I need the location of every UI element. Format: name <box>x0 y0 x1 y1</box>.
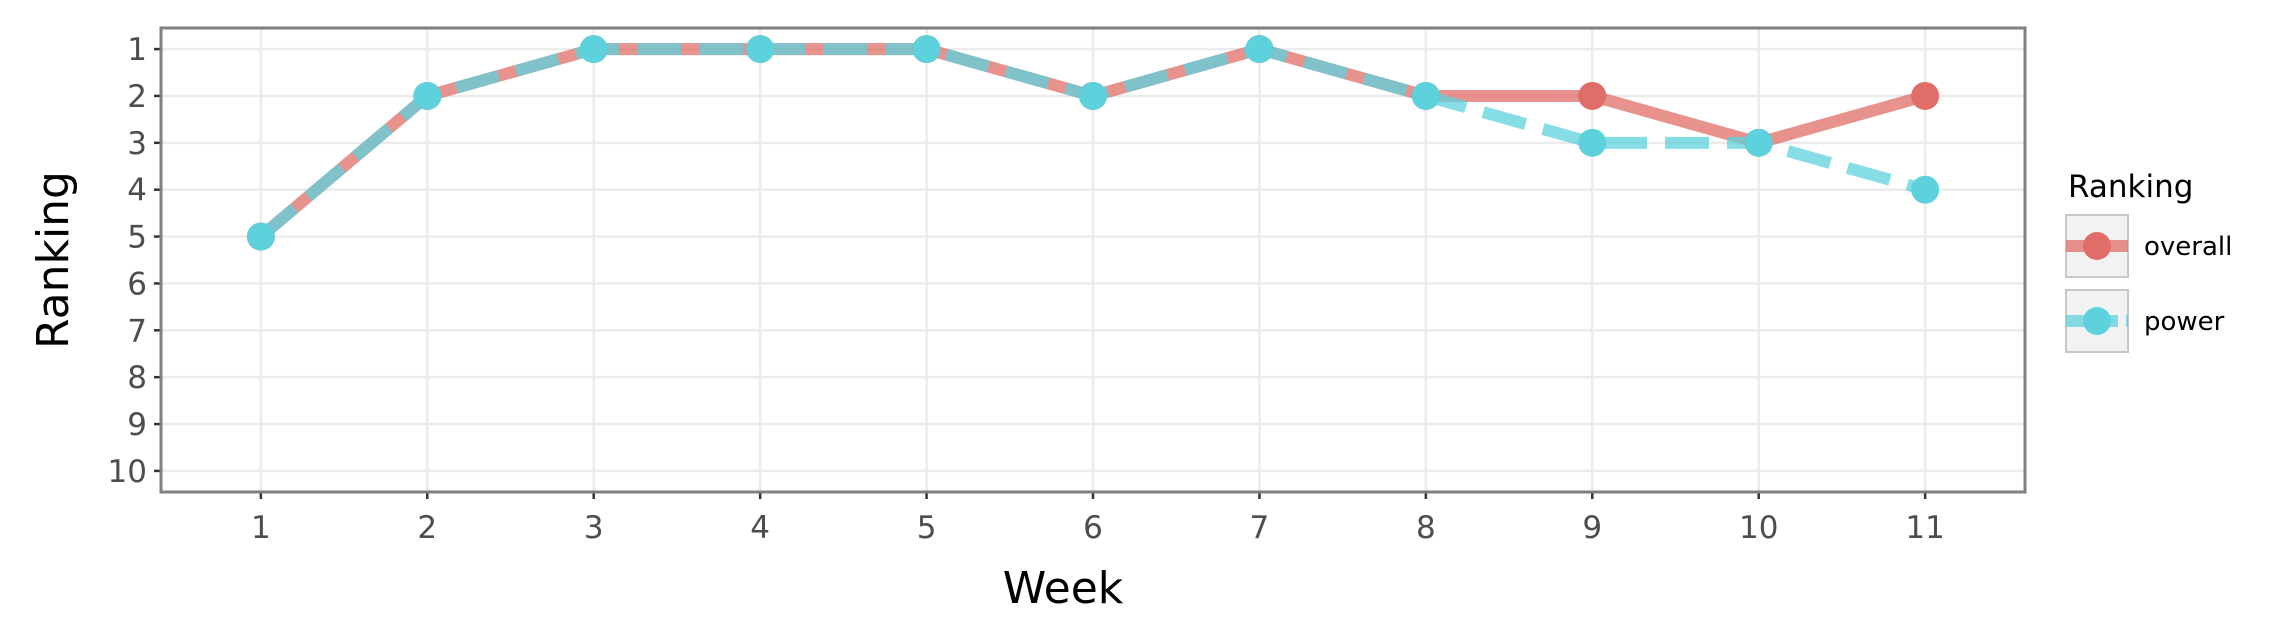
y-tick-label: 6 <box>127 266 147 302</box>
series-point-power <box>912 35 941 64</box>
legend-items: overall power <box>2065 214 2232 353</box>
series-point-overall <box>1911 81 1940 110</box>
legend: Ranking overall power <box>2065 169 2232 353</box>
x-tick-label: 7 <box>1250 510 1270 546</box>
series-point-power <box>1578 128 1607 157</box>
y-tick-label: 3 <box>127 126 147 162</box>
x-tick-label: 5 <box>917 510 937 546</box>
x-tick-label: 6 <box>1083 510 1103 546</box>
y-tick-label: 1 <box>127 32 147 68</box>
legend-label-overall: overall <box>2144 232 2232 262</box>
series-point-power <box>579 35 608 64</box>
series-point-power <box>246 222 275 251</box>
x-axis-title: Week <box>1003 563 1124 614</box>
x-tick-label: 2 <box>417 510 437 546</box>
data-series <box>246 35 1940 251</box>
x-tick-label: 3 <box>584 510 604 546</box>
y-tick-label: 5 <box>127 220 147 256</box>
legend-label-power: power <box>2144 307 2225 337</box>
series-point-power <box>1744 128 1773 157</box>
legend-key-point <box>2083 232 2111 260</box>
series-point-power <box>1911 175 1940 204</box>
series-point-power <box>413 81 442 110</box>
legend-title: Ranking <box>2068 169 2193 205</box>
y-tick-label: 7 <box>127 313 147 349</box>
y-tick-label: 8 <box>127 360 147 396</box>
series-point-power <box>1411 81 1440 110</box>
y-tick-labels: 1 2 3 4 5 6 7 8 9 10 <box>108 32 147 490</box>
x-tick-label: 8 <box>1416 510 1436 546</box>
y-axis-title: Ranking <box>28 171 79 349</box>
series-point-power <box>1079 81 1107 110</box>
x-tick-label: 10 <box>1739 510 1778 546</box>
legend-key-point <box>2083 307 2111 335</box>
series-point-power <box>746 35 775 64</box>
y-tick-label: 4 <box>127 173 147 209</box>
x-tick-label: 1 <box>251 510 271 546</box>
y-tick-label: 9 <box>127 407 147 443</box>
y-tick-label: 10 <box>108 454 147 490</box>
x-tick-label: 11 <box>1905 510 1944 546</box>
x-tick-label: 9 <box>1582 510 1602 546</box>
series-point-power <box>1245 35 1274 64</box>
y-tick-label: 2 <box>127 79 147 115</box>
x-tick-labels: 1 2 3 4 5 6 7 8 9 10 11 <box>251 510 1945 546</box>
series-point-overall <box>1578 81 1607 110</box>
plot-border <box>159 26 2027 494</box>
x-tick-label: 4 <box>750 510 770 546</box>
